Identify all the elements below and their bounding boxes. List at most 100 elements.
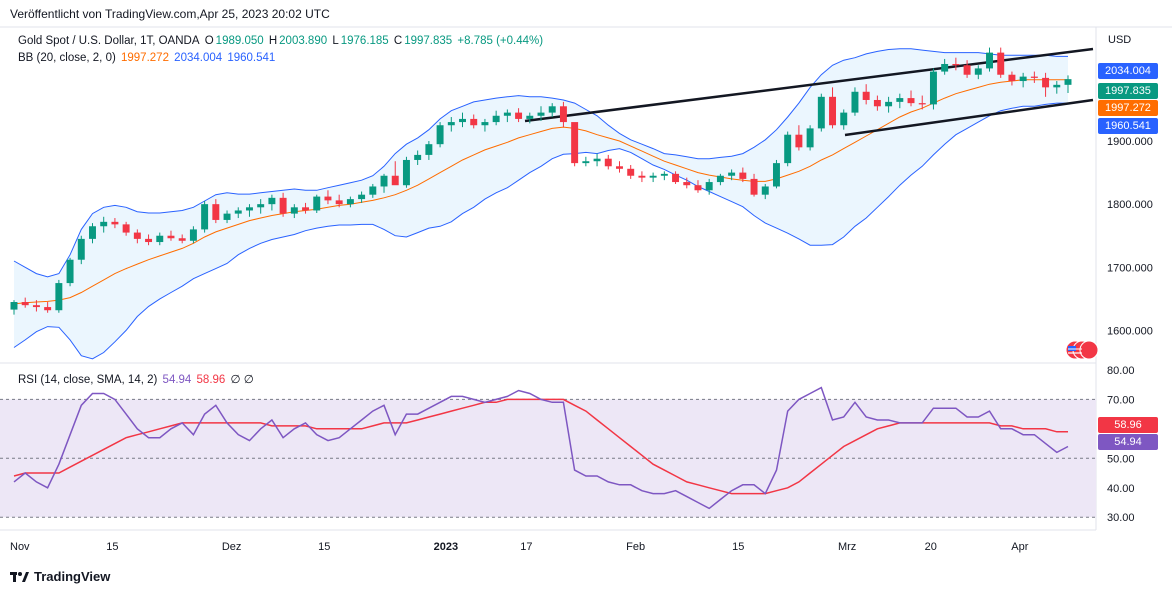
bb-upper-tag: 2034.004 [1098, 63, 1158, 79]
candle-body [167, 235, 175, 239]
candle-body [492, 115, 500, 123]
candle [716, 173, 724, 186]
bb-lower-line [13, 102, 1068, 360]
candle-body [784, 134, 792, 164]
candle [728, 169, 736, 181]
candle-body [290, 207, 298, 214]
us-flag-icon[interactable] [1065, 340, 1099, 360]
bb-label: BB (20, close, 2, 0) [18, 52, 116, 64]
candle [459, 112, 466, 128]
candle-body [862, 91, 870, 100]
candle [918, 95, 926, 110]
candle-body [627, 168, 635, 176]
candle-body [1019, 76, 1027, 82]
candle [324, 190, 332, 205]
open-label: O [204, 35, 214, 47]
candle [10, 300, 18, 315]
candle-body [391, 175, 399, 186]
time-label: Nov [10, 541, 30, 553]
candle [369, 183, 377, 198]
rsi-legend: RSI (14, close, SMA, 14, 2) 54.94 58.96 … [18, 372, 256, 386]
rsi-sma-tag: 58.96 [1098, 417, 1158, 433]
candle-body [638, 175, 646, 178]
rsi-line [13, 386, 1069, 510]
time-label: Feb [626, 541, 645, 553]
rsi-band-group [0, 398, 1096, 518]
symbol-legend: Gold Spot / U.S. Dollar, 1T, OANDA O 1989… [18, 35, 545, 47]
candle [761, 183, 769, 200]
candle [537, 106, 545, 121]
candle-body [133, 232, 141, 239]
candle-body [156, 235, 164, 243]
candle-body [279, 197, 287, 214]
candle [178, 234, 186, 244]
candle [829, 87, 837, 129]
candle-body [380, 175, 388, 187]
candle-body [515, 112, 523, 119]
candle-body [963, 65, 971, 75]
price-tick-label: 1700.000 [1107, 262, 1153, 274]
bollinger-band-lines [13, 48, 1068, 360]
tradingview-logo[interactable]: TradingView [10, 569, 110, 584]
price-tick-label: 1900.000 [1107, 136, 1153, 148]
bb-lower-value: 1960.541 [227, 52, 276, 64]
price-axis-ticks: 1600.000 1700.000 1800.000 1900.000 [1107, 136, 1153, 337]
close-price-tag: 1997.835 [1098, 83, 1158, 99]
candle-body [1042, 77, 1050, 88]
candle [77, 235, 85, 265]
candle [604, 154, 612, 170]
bb-upper-value: 2034.004 [174, 52, 223, 64]
candle [212, 199, 220, 224]
candle [885, 96, 893, 113]
candle [997, 47, 1005, 78]
candle [593, 153, 601, 167]
currency-label: USD [1108, 34, 1132, 46]
candle [582, 156, 590, 167]
candle [44, 302, 52, 313]
candle [840, 109, 848, 130]
published-caption: Veröffentlicht von TradingView.com,Apr 2… [10, 7, 330, 21]
symbol-name: Gold Spot / U.S. Dollar, 1T, OANDA [18, 35, 200, 47]
candle [111, 218, 119, 229]
candle-body [402, 159, 410, 186]
candle [358, 191, 366, 203]
candle-body [873, 99, 881, 107]
candle [492, 110, 500, 126]
rsi-tick-label: 50.00 [1107, 453, 1135, 465]
candle-body [358, 194, 366, 200]
candle [234, 207, 242, 219]
rsi-visibility-icons[interactable]: ∅ ∅ [230, 374, 254, 386]
candle-body [548, 106, 556, 113]
candle [683, 177, 691, 189]
candle [201, 201, 209, 233]
candle-body [447, 122, 455, 126]
candle [862, 84, 870, 105]
candle [268, 194, 276, 211]
candle [548, 103, 556, 118]
candle-body [369, 186, 377, 195]
candle-body [918, 103, 926, 105]
rsi-label: RSI (14, close, SMA, 14, 2) [18, 374, 158, 386]
candle [436, 122, 444, 148]
candle-body [806, 128, 814, 148]
time-label: 15 [732, 541, 744, 553]
time-label: 17 [520, 541, 532, 553]
candle [694, 180, 702, 193]
candle-body [32, 305, 40, 308]
candle-body [1064, 79, 1072, 85]
candle-body [997, 52, 1005, 75]
candle [122, 221, 130, 236]
candle [313, 194, 321, 213]
candle-body [145, 238, 153, 243]
candle-body [245, 207, 253, 211]
candle [896, 93, 904, 109]
candle-body [122, 224, 130, 233]
candle [391, 161, 399, 186]
price-tick-label: 1800.000 [1107, 199, 1153, 211]
bb-lower-tag: 1960.541 [1098, 118, 1158, 134]
rsi-tick-label: 40.00 [1107, 483, 1135, 495]
tradingview-logo-icon [10, 571, 29, 582]
candle-body [728, 172, 736, 176]
candle-body [66, 259, 74, 284]
